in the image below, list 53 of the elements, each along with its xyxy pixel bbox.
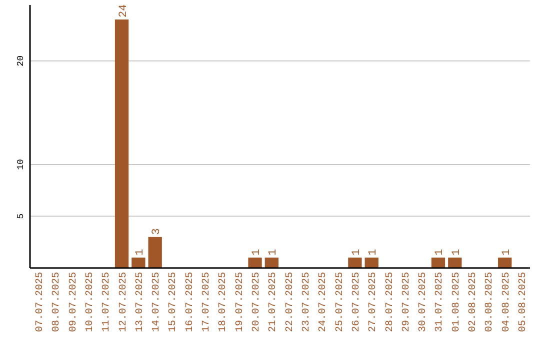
bar <box>431 258 446 268</box>
x-tick-label: 12.07.2025 <box>118 272 130 332</box>
x-tick-label: 25.07.2025 <box>334 272 346 332</box>
data-label: 24 <box>118 4 130 18</box>
x-tick-label: 22.07.2025 <box>284 272 296 332</box>
x-tick-label: 05.08.2025 <box>518 272 530 332</box>
x-tick-label: 08.07.2025 <box>52 272 63 332</box>
bar <box>114 19 129 268</box>
x-tick-label: 18.07.2025 <box>218 272 230 332</box>
x-tick-label: 14.07.2025 <box>152 272 163 332</box>
x-tick-label: 13.07.2025 <box>134 272 146 332</box>
x-tick-label: 29.07.2025 <box>401 272 412 332</box>
x-tick-label: 27.07.2025 <box>368 272 380 332</box>
x-tick-label: 20.07.2025 <box>252 272 263 332</box>
x-tick-label: 10.07.2025 <box>84 272 96 332</box>
x-tick-label: 01.08.2025 <box>451 272 462 332</box>
x-tick-label: 23.07.2025 <box>301 272 312 332</box>
x-tick-label: 30.07.2025 <box>418 272 430 332</box>
bar <box>264 258 278 268</box>
x-tick-label: 09.07.2025 <box>68 272 80 332</box>
bar <box>248 258 262 268</box>
data-label: 1 <box>251 248 264 256</box>
x-tick-label: 16.07.2025 <box>184 272 196 332</box>
x-tick-label: 04.08.2025 <box>501 272 512 332</box>
x-tick-label: 26.07.2025 <box>351 272 362 332</box>
bar <box>132 258 146 268</box>
bar <box>448 258 462 268</box>
x-tick-label: 15.07.2025 <box>168 272 180 332</box>
data-label: 1 <box>450 248 463 256</box>
y-tick-label: 5 <box>16 214 26 219</box>
data-label: 1 <box>500 248 513 256</box>
x-tick-label: 02.08.2025 <box>468 272 480 332</box>
y-tick-label: 20 <box>16 56 26 66</box>
data-label: 1 <box>134 248 146 256</box>
y-tick-label: 10 <box>16 159 26 170</box>
bar <box>498 258 512 268</box>
data-label: 1 <box>434 248 446 256</box>
data-label: 1 <box>368 248 380 256</box>
x-tick-label: 17.07.2025 <box>202 272 213 332</box>
x-tick-label: 19.07.2025 <box>234 272 246 332</box>
data-label: 1 <box>350 248 363 256</box>
x-tick-label: 03.08.2025 <box>484 272 496 332</box>
bar <box>348 258 362 268</box>
data-label: 3 <box>151 228 164 235</box>
x-tick-label: 07.07.2025 <box>34 272 46 332</box>
x-tick-label: 31.07.2025 <box>434 272 446 332</box>
x-tick-label: 11.07.2025 <box>102 272 113 332</box>
x-tick-label: 21.07.2025 <box>268 272 280 332</box>
x-tick-label: 24.07.2025 <box>318 272 330 332</box>
x-tick-label: 28.07.2025 <box>384 272 396 332</box>
bar <box>364 258 378 268</box>
data-label: 1 <box>268 248 280 256</box>
bar <box>148 236 162 268</box>
